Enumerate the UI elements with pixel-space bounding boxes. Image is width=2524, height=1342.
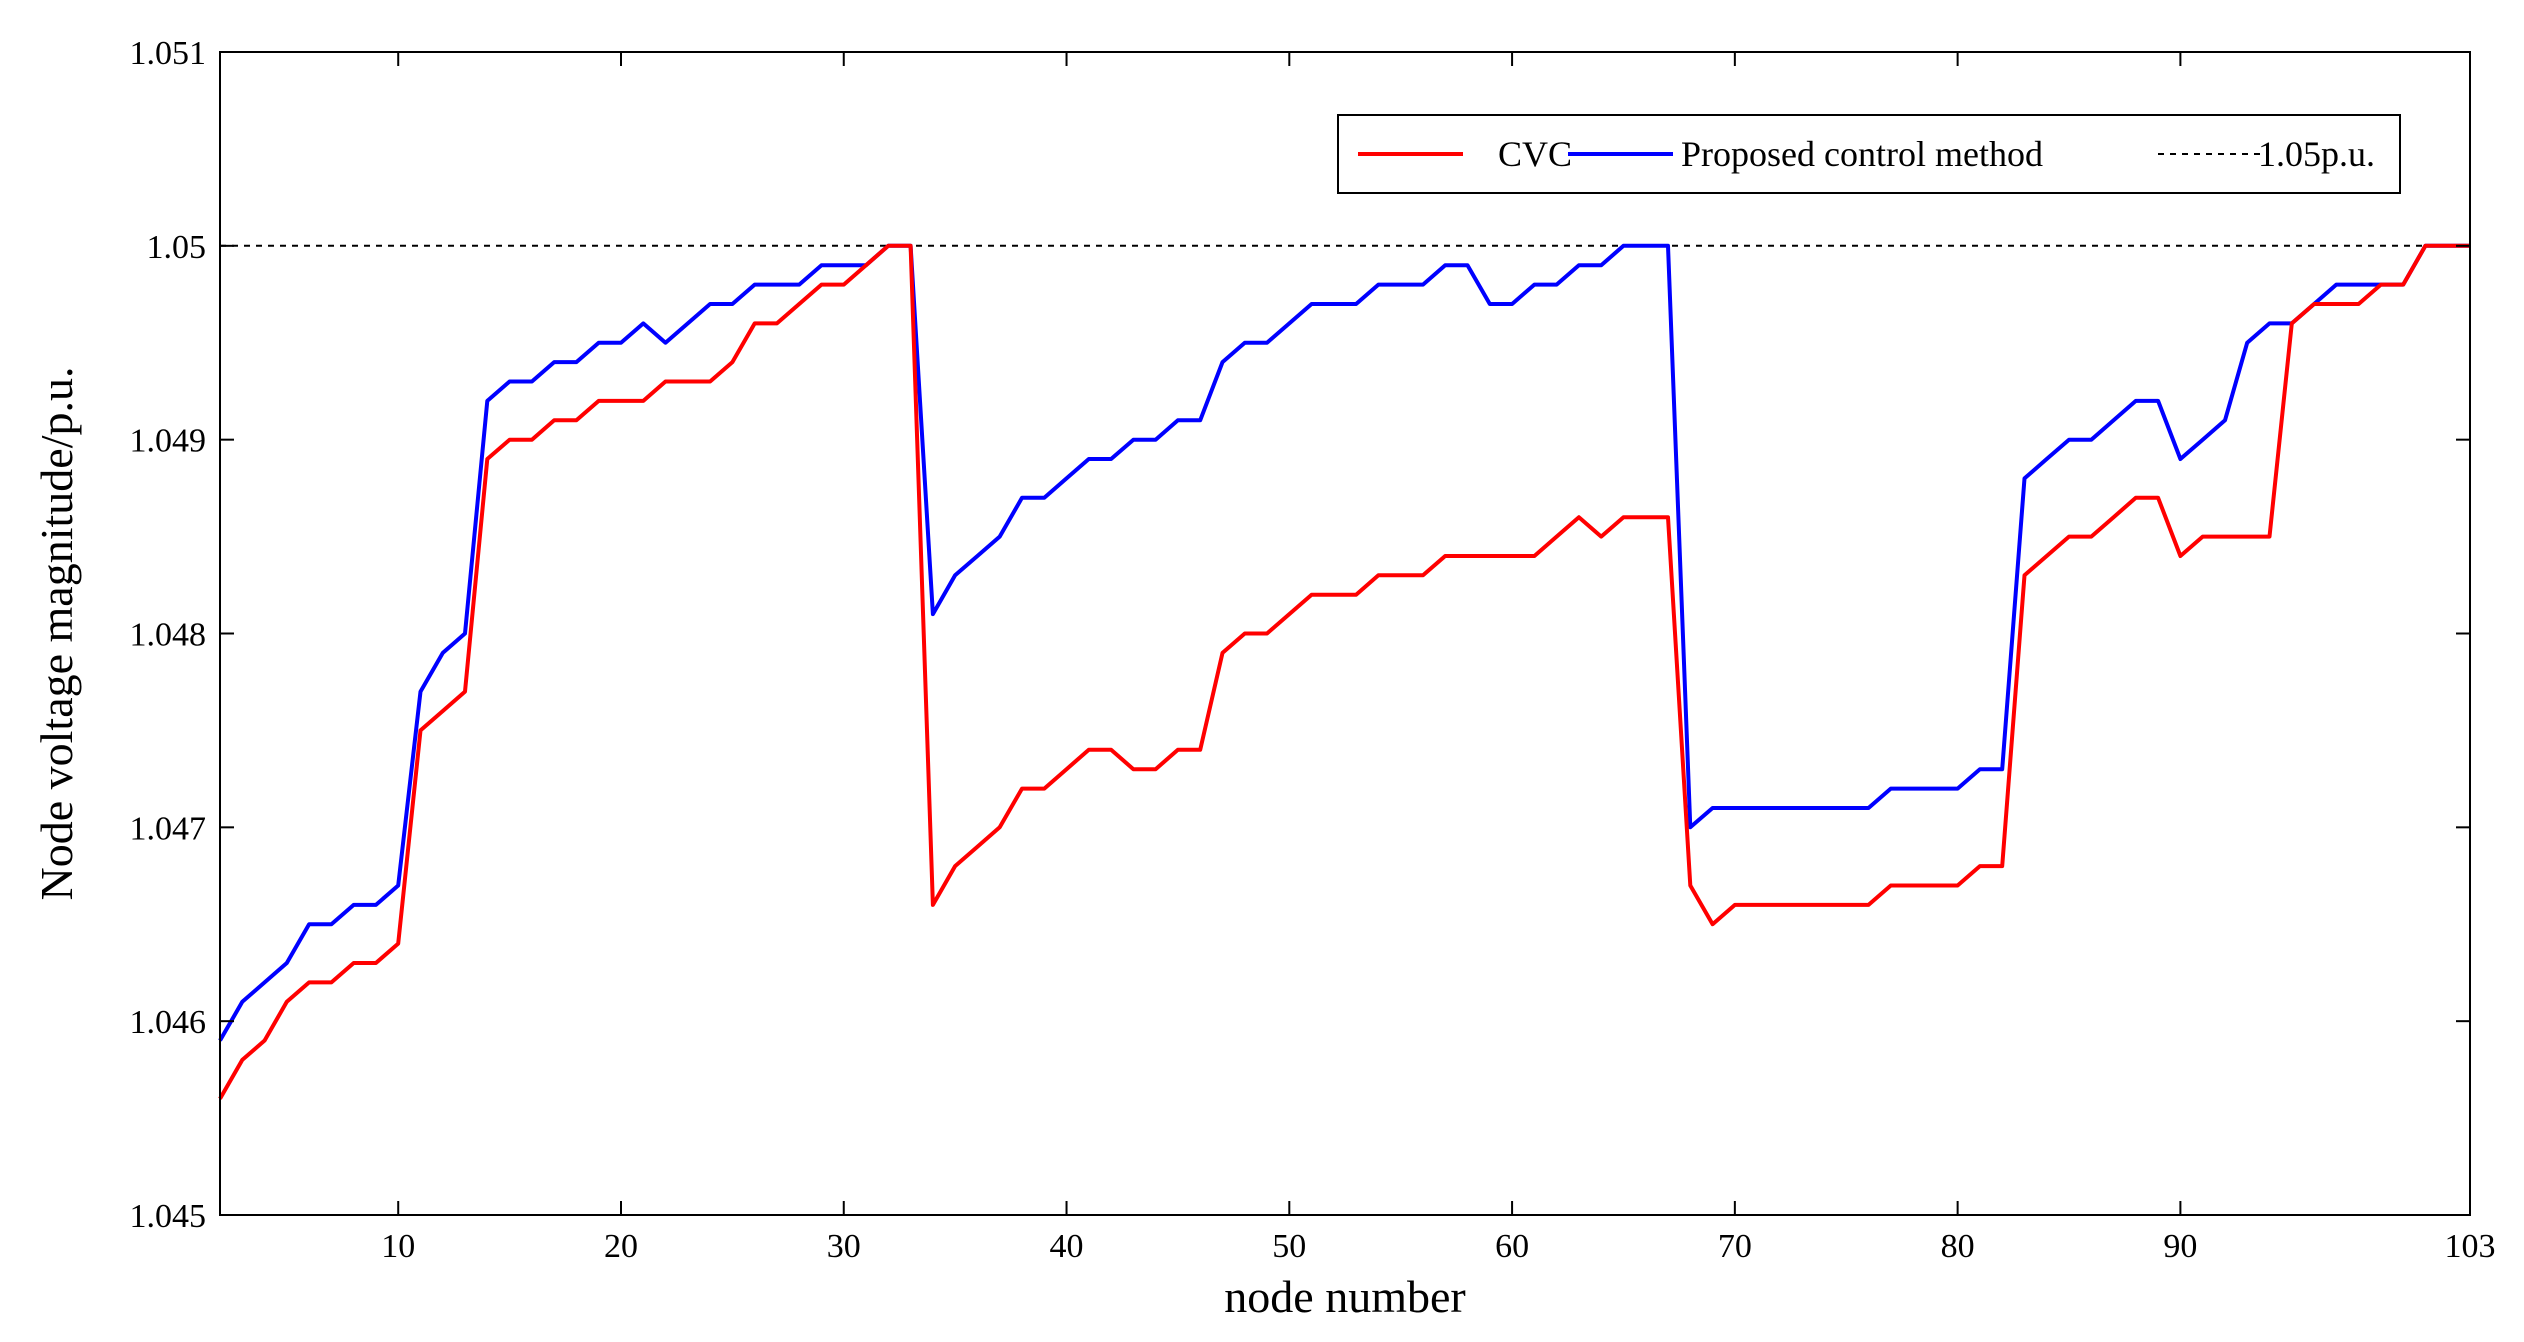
y-tick-label: 1.046 bbox=[130, 1004, 207, 1041]
x-tick-label: 20 bbox=[604, 1228, 638, 1265]
plot-lines bbox=[218, 243, 2470, 1100]
y-tick-label: 1.045 bbox=[130, 1198, 207, 1235]
x-tick-label: 50 bbox=[1272, 1228, 1306, 1265]
series-line-0 bbox=[218, 243, 2470, 1100]
y-tick-label: 1.05 bbox=[147, 229, 207, 266]
x-tick-label: 60 bbox=[1495, 1228, 1529, 1265]
y-tick-label: 1.047 bbox=[130, 810, 207, 847]
x-tick-label: 40 bbox=[1050, 1228, 1084, 1265]
y-tick-labels: 1.045 1.046 1.047 1.048 1.049 1.05 1.051 bbox=[130, 35, 207, 1235]
legend-label-1: Proposed control method bbox=[1681, 134, 2043, 174]
x-tick-label: 80 bbox=[1941, 1228, 1975, 1265]
x-tick-labels: 10 20 30 40 50 60 70 80 90 103 bbox=[381, 1228, 2495, 1265]
x-tick-label: 70 bbox=[1718, 1228, 1752, 1265]
x-tick-label: 103 bbox=[2445, 1228, 2496, 1265]
y-tick-label: 1.048 bbox=[130, 617, 207, 654]
x-axis-title: node number bbox=[1224, 1271, 1465, 1322]
y-axis-title: Node voltage magnitude/p.u. bbox=[31, 367, 82, 901]
x-tick-label: 90 bbox=[2163, 1228, 2197, 1265]
x-tick-label: 30 bbox=[827, 1228, 861, 1265]
legend: CVC Proposed control method 1.05p.u. bbox=[1337, 114, 2401, 194]
y-tick-label: 1.051 bbox=[130, 35, 207, 72]
x-tick-label: 10 bbox=[381, 1228, 415, 1265]
legend-label-2: 1.05p.u. bbox=[2258, 134, 2375, 174]
y-tick-label: 1.049 bbox=[130, 423, 207, 460]
series-line-1 bbox=[218, 243, 2470, 1042]
legend-label-0: CVC bbox=[1498, 134, 1572, 174]
axis-ticks bbox=[220, 51, 2471, 1216]
